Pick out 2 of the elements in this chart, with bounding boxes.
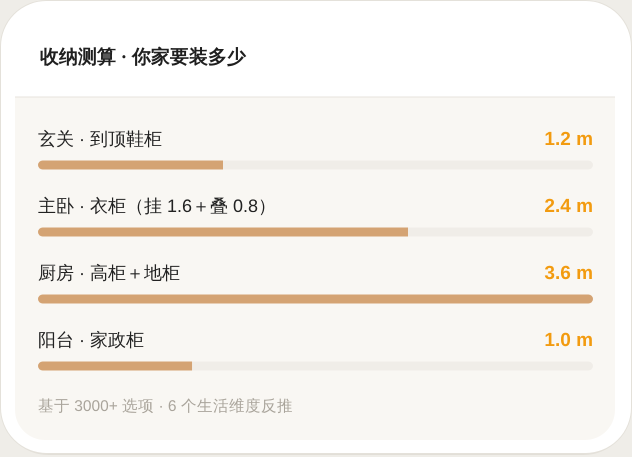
annotation: 基于 3000+ 选项 · 6 个生活维度反推	[38, 398, 293, 415]
title: 收纳测算 · 你家要装多少	[40, 47, 246, 68]
